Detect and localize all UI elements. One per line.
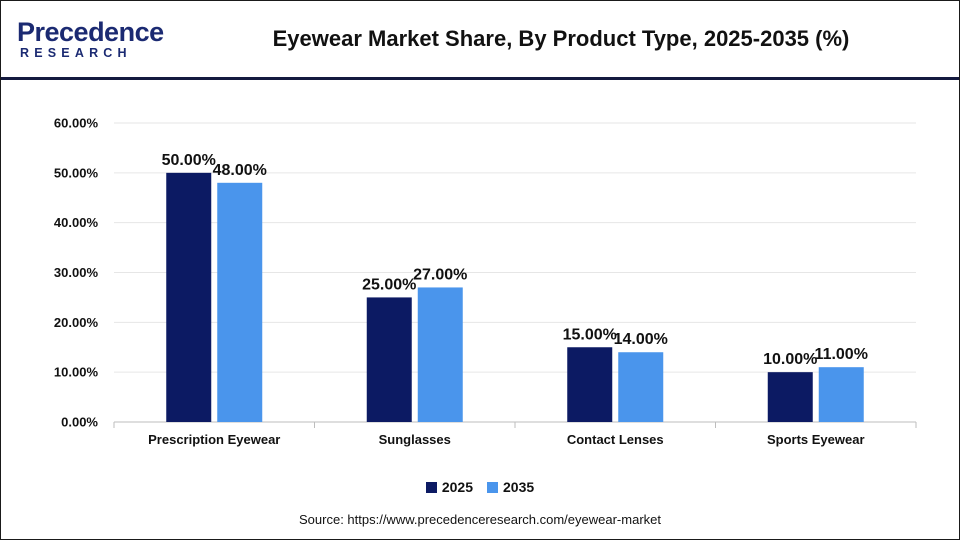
x-tick-label: Sports Eyewear [767, 432, 865, 447]
data-label: 11.00% [815, 346, 868, 363]
header-bar: Precedence RESEARCH Eyewear Market Share… [1, 1, 959, 80]
source-note: Source: https://www.precedenceresearch.c… [299, 512, 661, 527]
legend-label-2035: 2035 [503, 479, 535, 495]
data-label: 10.00% [763, 351, 817, 368]
chart-title: Eyewear Market Share, By Product Type, 2… [272, 26, 850, 51]
legend-swatch-2035 [487, 481, 498, 493]
legend-label-2025: 2025 [441, 479, 473, 495]
y-tick-label: 0.00% [61, 415, 98, 430]
x-tick-label: Contact Lenses [567, 432, 664, 447]
legend-item-2025: 2025 [425, 479, 473, 495]
logo-wordmark: Precedence [17, 17, 164, 47]
bar-2025-2 [567, 347, 613, 422]
logo-subtext: RESEARCH [20, 46, 132, 60]
bar-2035-1 [417, 287, 463, 422]
chart-legend: 2025 2035 [0, 477, 960, 497]
data-label: 15.00% [563, 326, 617, 343]
brand-logo: Precedence RESEARCH [17, 17, 167, 65]
bar-2035-2 [618, 352, 664, 422]
legend-item-2035: 2035 [487, 479, 534, 495]
y-tick-label: 30.00% [54, 265, 99, 280]
data-label: 25.00% [362, 276, 416, 293]
x-tick-label: Sunglasses [379, 432, 451, 447]
data-label: 14.00% [614, 331, 668, 348]
data-label: 27.00% [413, 266, 467, 283]
x-tick-label: Prescription Eyewear [148, 432, 280, 447]
y-tick-label: 60.00% [54, 116, 99, 131]
data-label: 48.00% [213, 162, 267, 179]
bar-2035-0 [217, 182, 263, 422]
bar-2035-3 [818, 367, 864, 422]
data-label: 50.00% [162, 152, 216, 169]
y-tick-label: 10.00% [54, 365, 99, 380]
y-tick-label: 20.00% [54, 315, 99, 330]
y-tick-label: 40.00% [54, 215, 99, 230]
bar-2025-1 [366, 297, 412, 422]
bar-2025-3 [767, 372, 813, 422]
y-tick-label: 50.00% [54, 165, 99, 180]
legend-swatch-2025 [425, 481, 437, 493]
bar-2025-0 [166, 172, 212, 422]
